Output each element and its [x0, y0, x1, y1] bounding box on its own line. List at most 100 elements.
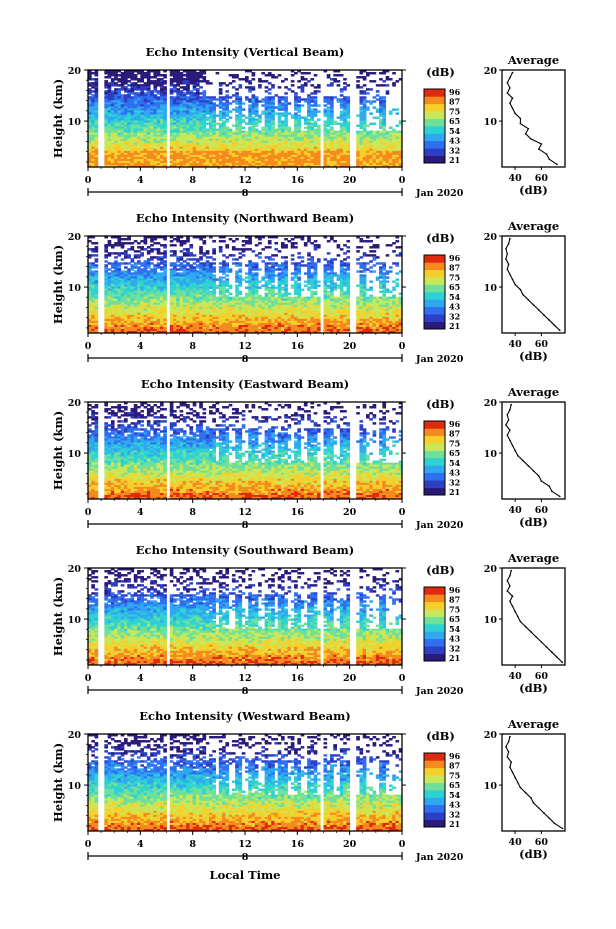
- heatmap-cell: [123, 82, 128, 85]
- heatmap-cell: [117, 128, 122, 132]
- heatmap-cell: [123, 266, 128, 269]
- heatmap-cell: [205, 118, 210, 121]
- heatmap-cell: [159, 140, 164, 144]
- heatmap-cell: [179, 96, 184, 99]
- heatmap-cell: [146, 90, 151, 93]
- heatmap-cell: [261, 142, 266, 146]
- heatmap-cell: [222, 106, 226, 109]
- heatmap-cell: [186, 144, 190, 148]
- heatmap-cell: [261, 130, 266, 134]
- heatmap-cell: [228, 146, 233, 150]
- heatmap-cell: [202, 160, 207, 164]
- heatmap-cell: [202, 142, 207, 146]
- heatmap-cell: [94, 134, 99, 138]
- heatmap-cell: [143, 150, 148, 154]
- heatmap-cell: [146, 148, 151, 152]
- heatmap-cell: [159, 104, 164, 107]
- heatmap-cell: [173, 156, 177, 160]
- heatmap-cell: [222, 164, 226, 168]
- heatmap-cell: [248, 138, 252, 142]
- heatmap-cell: [231, 136, 236, 140]
- heatmap-cell: [153, 80, 158, 83]
- heatmap-cell: [91, 142, 95, 146]
- heatmap-cell: [159, 160, 164, 164]
- heatmap-cell: [277, 114, 282, 117]
- heatmap-cell: [248, 118, 252, 121]
- heatmap-cell: [212, 148, 216, 152]
- heatmap-cell: [222, 82, 226, 85]
- heatmap-cell: [218, 146, 223, 150]
- heatmap-cell: [215, 132, 220, 136]
- heatmap-cell: [195, 140, 200, 144]
- heatmap-cell: [254, 96, 259, 99]
- heatmap-cell: [189, 128, 194, 132]
- heatmap-cell: [245, 132, 249, 136]
- heatmap-cell: [107, 138, 112, 142]
- heatmap-cell: [133, 266, 138, 269]
- heatmap-cell: [159, 136, 164, 140]
- heatmap-cell: [205, 134, 210, 138]
- heatmap-cell: [91, 152, 95, 156]
- heatmap-cell: [130, 118, 135, 121]
- heatmap-cell: [195, 130, 200, 134]
- heatmap-cell: [146, 88, 151, 91]
- heatmap-cell: [159, 88, 164, 91]
- heatmap-cell: [192, 138, 197, 142]
- heatmap-cell: [163, 106, 167, 109]
- heatmap-cell: [91, 78, 95, 81]
- heatmap-cell: [205, 100, 210, 103]
- heatmap-cell: [107, 74, 112, 77]
- heatmap-cell: [130, 158, 135, 162]
- heatmap-cell: [284, 100, 288, 103]
- heatmap-cell: [127, 118, 131, 121]
- heatmap-cell: [179, 244, 184, 247]
- heatmap-cell: [186, 126, 190, 129]
- heatmap-cell: [195, 158, 200, 162]
- heatmap-cell: [156, 134, 161, 138]
- heatmap-cell: [195, 84, 200, 87]
- heatmap-cell: [271, 126, 275, 129]
- heatmap-cell: [114, 104, 118, 107]
- heatmap-cell: [110, 100, 115, 103]
- heatmap-cell: [280, 130, 285, 134]
- heatmap-cell: [127, 142, 131, 146]
- heatmap-cell: [150, 100, 154, 103]
- heatmap-cell: [235, 138, 239, 142]
- heatmap-cell: [251, 142, 256, 146]
- heatmap-cell: [182, 112, 187, 115]
- heatmap-cell: [137, 156, 141, 160]
- heatmap-cell: [271, 112, 275, 115]
- heatmap-cell: [169, 102, 174, 105]
- heatmap-cell: [123, 136, 128, 140]
- heatmap-cell: [356, 80, 360, 83]
- heatmap-cell: [294, 108, 298, 111]
- heatmap-cell: [133, 124, 138, 127]
- heatmap-cell: [238, 122, 243, 125]
- heatmap-cell: [241, 140, 246, 144]
- heatmap-cell: [379, 84, 383, 87]
- heatmap-cell: [173, 130, 177, 134]
- heatmap-cell: [146, 76, 151, 79]
- heatmap-cell: [251, 86, 256, 89]
- heatmap-cell: [88, 100, 92, 103]
- heatmap-cell: [267, 118, 272, 121]
- heatmap-cell: [264, 140, 269, 144]
- heatmap-cell: [176, 76, 180, 79]
- heatmap-cell: [277, 106, 282, 109]
- heatmap-cell: [189, 258, 194, 261]
- heatmap-cell: [179, 86, 184, 89]
- heatmap-cell: [156, 152, 161, 156]
- heatmap-cell: [88, 126, 92, 129]
- heatmap-cell: [104, 80, 109, 83]
- heatmap-cell: [215, 152, 220, 156]
- heatmap-cell: [150, 128, 154, 132]
- heatmap-cell: [212, 252, 216, 255]
- heatmap-cell: [120, 148, 125, 152]
- heatmap-cell: [192, 258, 197, 261]
- heatmap-cell: [369, 80, 373, 83]
- heatmap-cell: [258, 140, 262, 144]
- heatmap-cell: [379, 126, 383, 129]
- heatmap-cell: [127, 90, 131, 93]
- heatmap-cell: [130, 130, 135, 134]
- heatmap-cell: [280, 158, 285, 162]
